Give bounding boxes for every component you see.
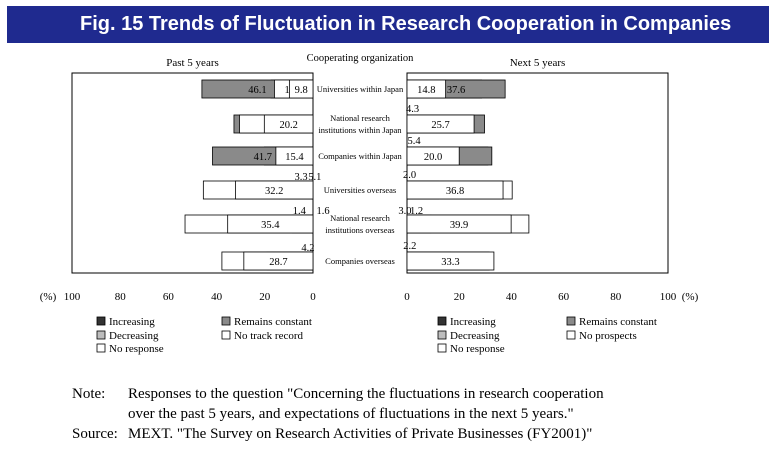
- category-label-universities-within-japan-line-0: Universities within Japan: [317, 84, 404, 94]
- past-xtick-label-3: 40: [211, 291, 223, 303]
- next-bar-national-research-institutions-within-japan-no-response: [406, 114, 475, 134]
- legend-left-label-remains-constant: Remains constant: [234, 316, 312, 328]
- note-line-1: Responses to the question "Concerning th…: [128, 386, 604, 402]
- source-text: MEXT. "The Survey on Research Activities…: [128, 426, 593, 442]
- legend-left-label-increasing: Increasing: [109, 316, 155, 328]
- next-xtick-label-2: 40: [506, 291, 518, 303]
- past-label-companies-overseas-decreasing: 4.2: [301, 243, 314, 254]
- legend-left-label-no-response: No response: [109, 343, 164, 355]
- past-bar-national-research-institutions-overseas-no-response: [227, 214, 314, 234]
- next-label-companies-within-japan-no-response: 20.0: [424, 152, 442, 163]
- next-panel-title: Next 5 years: [510, 57, 566, 69]
- category-label-universities-overseas-line-0: Universities overseas: [324, 185, 396, 195]
- past-label-universities-overseas-no-response: 32.2: [265, 186, 283, 197]
- past-label-companies-within-japan-remains-constant: 41.7: [254, 152, 272, 163]
- category-label-national-research-institutions-within-japan-line-0: National research: [330, 113, 390, 123]
- next-label-companies-overseas-no-response: 33.3: [441, 257, 459, 268]
- next-bar-universities-overseas-no-response: [406, 180, 504, 200]
- category-label-national-research-institutions-overseas-line-1: institutions overseas: [325, 225, 394, 235]
- legend-left-swatch-no-record: [221, 330, 231, 340]
- legend-left-swatch-decreasing: [96, 330, 106, 340]
- past-xtick-label-0: 100: [64, 291, 81, 303]
- past-label-national-research-institutions-overseas-increasing: 1.6: [317, 206, 330, 217]
- center-header: Cooperating organization: [307, 53, 415, 64]
- past-xtick-label-2: 60: [163, 291, 175, 303]
- past-bar-universities-within-japan-no-response: [288, 79, 314, 99]
- legend-right-label-decreasing: Decreasing: [450, 330, 500, 342]
- next-xtick-label-4: 80: [610, 291, 622, 303]
- legend-right-swatch-remains-constant: [566, 316, 576, 326]
- next-label-universities-within-japan-no-response: 14.8: [417, 85, 435, 96]
- note-label: Note:: [72, 386, 106, 402]
- next-xtick-label-5: 100: [660, 291, 677, 303]
- next-label-national-research-institutions-overseas-decreasing: 1.2: [410, 206, 423, 217]
- legend-right-swatch-no-record: [566, 330, 576, 340]
- category-label-companies-within-japan-line-0: Companies within Japan: [318, 151, 402, 161]
- past-bar-companies-within-japan-no-response: [275, 146, 314, 166]
- next-label-national-research-institutions-within-japan-decreasing: 4.3: [406, 104, 419, 115]
- next-x-unit-label: (%): [682, 291, 699, 303]
- next-xtick-label-3: 60: [558, 291, 570, 303]
- past-panel-title: Past 5 years: [166, 57, 219, 69]
- next-label-national-research-institutions-within-japan-no-response: 25.7: [431, 120, 449, 131]
- note-line-2: over the past 5 years, and expectations …: [128, 406, 574, 422]
- past-bar-companies-overseas-no-response: [243, 251, 314, 271]
- past-bar-national-research-institutions-within-japan-no-response: [263, 114, 314, 134]
- legend-right-label-remains-constant: Remains constant: [579, 316, 657, 328]
- category-label-national-research-institutions-overseas-line-0: National research: [330, 213, 390, 223]
- legend-right-label-no-record: No prospects: [579, 330, 637, 342]
- next-bar-national-research-institutions-overseas-no-response: [406, 214, 512, 234]
- past-label-national-research-institutions-overseas-no-response: 35.4: [261, 220, 280, 231]
- next-bar-universities-within-japan-no-response: [406, 79, 447, 99]
- next-label-national-research-institutions-overseas-no-response: 39.9: [450, 220, 468, 231]
- next-plot-frame: [406, 72, 669, 274]
- past-label-universities-within-japan-no-response: 9.8: [295, 85, 308, 96]
- legend-left-label-no-record: No track record: [234, 330, 304, 342]
- next-xtick-label-1: 20: [454, 291, 466, 303]
- past-label-universities-overseas-increasing: 5.1: [308, 172, 321, 183]
- legend-right-label-no-response: No response: [450, 343, 505, 355]
- legend-right-swatch-no-response: [437, 343, 447, 353]
- past-plot-frame: [71, 72, 314, 274]
- past-label-universities-within-japan-remains-constant: 46.1: [248, 85, 266, 96]
- category-label-companies-overseas-line-0: Companies overseas: [325, 256, 395, 266]
- past-label-companies-within-japan-no-response: 15.4: [285, 152, 304, 163]
- legend-right-swatch-increasing: [437, 316, 447, 326]
- next-label-companies-overseas-decreasing: 2.2: [403, 241, 416, 252]
- legend-right-swatch-decreasing: [437, 330, 447, 340]
- past-label-universities-overseas-decreasing: 3.3: [294, 172, 307, 183]
- next-xtick-label-0: 0: [404, 291, 410, 303]
- legend-left-swatch-remains-constant: [221, 316, 231, 326]
- next-label-universities-within-japan-remains-constant: 37.6: [447, 85, 465, 96]
- legend-left-swatch-increasing: [96, 316, 106, 326]
- past-label-companies-overseas-no-response: 28.7: [269, 257, 287, 268]
- next-bar-companies-overseas-no-response: [406, 251, 495, 271]
- next-label-universities-overseas-decreasing: 2.0: [403, 170, 416, 181]
- past-label-national-research-institutions-within-japan-no-response: 20.2: [279, 120, 297, 131]
- figure-title: Fig. 15 Trends of Fluctuation in Researc…: [7, 6, 769, 43]
- past-xtick-label-5: 0: [310, 291, 316, 303]
- next-label-companies-within-japan-decreasing: 5.4: [407, 136, 421, 147]
- past-bar-universities-overseas-no-response: [234, 180, 314, 200]
- category-label-national-research-institutions-within-japan-line-1: institutions within Japan: [318, 125, 402, 135]
- next-bar-companies-within-japan-no-response: [406, 146, 460, 166]
- past-x-unit-label: (%): [40, 291, 57, 303]
- past-label-national-research-institutions-overseas-decreasing: 1.4: [293, 206, 307, 217]
- past-xtick-label-4: 20: [259, 291, 271, 303]
- source-label: Source:: [72, 426, 118, 442]
- legend-left-label-decreasing: Decreasing: [109, 330, 159, 342]
- next-label-national-research-institutions-overseas-increasing: 3.0: [398, 206, 411, 217]
- legend-left-swatch-no-response: [96, 343, 106, 353]
- past-xtick-label-1: 80: [115, 291, 127, 303]
- legend-right-label-increasing: Increasing: [450, 316, 496, 328]
- next-label-universities-overseas-no-response: 36.8: [446, 186, 464, 197]
